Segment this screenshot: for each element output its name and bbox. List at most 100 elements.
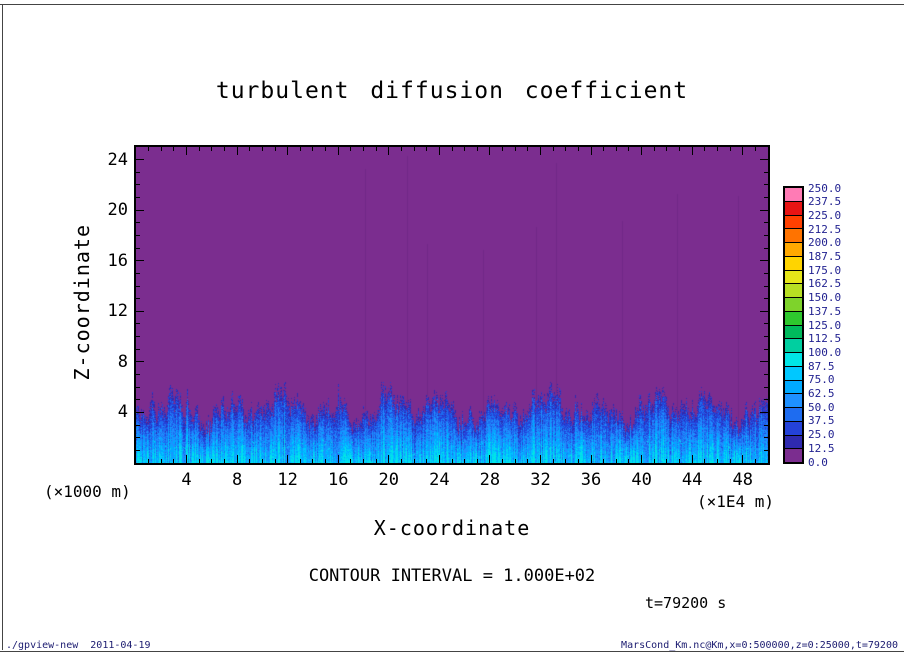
x-tick-mark	[413, 147, 415, 151]
y-tick-mark	[136, 272, 140, 274]
x-tick-mark	[299, 459, 301, 463]
y-tick-mark	[136, 197, 140, 199]
x-tick-mark	[742, 147, 744, 155]
y-tick-mark	[764, 374, 768, 376]
x-tick-mark	[476, 459, 478, 463]
x-tick-mark	[148, 459, 150, 463]
x-tick-mark	[691, 147, 693, 155]
x-tick-mark	[539, 455, 541, 463]
colorbar-segment	[785, 407, 802, 421]
colorbar-tick-label: 75.0	[808, 373, 835, 387]
footer-data-source: MarsCond_Km.nc@Km,x=0:500000,z=0:25000,t…	[621, 640, 898, 651]
x-tick-label: 44	[681, 470, 703, 490]
x-tick-mark	[160, 459, 162, 463]
colorbar-segment	[785, 255, 802, 270]
colorbar-tick-label: 237.5	[808, 195, 842, 209]
x-tick-mark	[628, 459, 630, 463]
y-tick-mark	[760, 310, 768, 312]
x-tick-mark	[325, 459, 327, 463]
x-tick-label: 36	[580, 470, 602, 490]
x-tick-mark	[312, 459, 314, 463]
x-tick-mark	[451, 459, 453, 463]
x-tick-mark	[653, 459, 655, 463]
x-tick-mark	[350, 147, 352, 151]
y-tick-mark	[136, 171, 140, 173]
y-tick-mark	[136, 374, 140, 376]
y-tick-mark	[136, 449, 140, 451]
x-tick-mark	[514, 147, 516, 151]
y-tick-mark	[136, 348, 140, 350]
x-tick-mark	[173, 459, 175, 463]
y-tick-mark	[764, 424, 768, 426]
x-tick-mark	[186, 147, 188, 155]
x-tick-mark	[464, 459, 466, 463]
x-axis-unit: (×1E4 m)	[697, 492, 775, 511]
colorbar-tick-label: 62.5	[808, 387, 835, 400]
x-tick-mark	[363, 147, 365, 151]
colorbar-segment	[785, 283, 802, 297]
y-tick-mark	[764, 298, 768, 300]
y-tick-mark	[760, 361, 768, 363]
x-tick-mark	[577, 459, 579, 463]
x-tick-label: 12	[277, 470, 298, 490]
colorbar-tick-label: 137.5	[808, 304, 842, 318]
y-tick-mark	[764, 285, 768, 287]
colorbar-tick-label: 100.0	[808, 345, 842, 359]
time-stamp-text: t=79200 s	[645, 594, 727, 612]
x-tick-mark	[502, 147, 504, 151]
x-tick-mark	[426, 147, 428, 151]
x-tick-mark	[413, 459, 415, 463]
x-tick-mark	[388, 455, 390, 463]
x-tick-mark	[261, 147, 263, 151]
x-tick-label: 4	[181, 470, 192, 490]
x-tick-mark	[666, 147, 668, 151]
x-tick-label: 32	[530, 470, 551, 490]
y-tick-mark	[764, 348, 768, 350]
x-tick-mark	[198, 147, 200, 151]
x-tick-mark	[388, 147, 390, 155]
x-tick-mark	[754, 459, 756, 463]
x-tick-mark	[375, 147, 377, 151]
x-tick-mark	[666, 459, 668, 463]
x-tick-mark	[565, 147, 567, 151]
colorbar-tick-label: 200.0	[808, 236, 842, 250]
y-tick-mark	[764, 386, 768, 388]
x-tick-mark	[716, 459, 718, 463]
x-tick-mark	[641, 455, 643, 463]
colorbar-tick-label: 87.5	[808, 359, 835, 373]
y-tick-mark	[136, 437, 140, 439]
colorbar-tick-label: 162.5	[808, 277, 842, 291]
y-tick-mark	[136, 285, 140, 287]
y-tick-mark	[136, 298, 140, 300]
colorbar-segment	[785, 214, 802, 229]
colorbar-tick-label: 212.5	[808, 222, 842, 236]
x-tick-mark	[489, 147, 491, 155]
y-tick-mark	[136, 411, 144, 413]
colorbar-tick-label: 37.5	[808, 414, 835, 428]
x-tick-label: 16	[327, 470, 349, 490]
footer-tool-version: ./gpview-new 2011-04-19	[6, 640, 151, 651]
y-tick-mark	[136, 336, 140, 338]
x-tick-mark	[173, 147, 175, 151]
y-tick-mark	[136, 247, 140, 249]
x-tick-label: 28	[479, 470, 501, 490]
x-tick-mark	[274, 147, 276, 151]
y-tick-label: 24	[107, 149, 128, 170]
x-tick-mark	[476, 147, 478, 151]
x-tick-label: 20	[378, 470, 400, 490]
colorbar-segment	[785, 338, 802, 352]
x-tick-mark	[539, 147, 541, 155]
x-tick-mark	[249, 459, 251, 463]
y-tick-mark	[136, 361, 144, 363]
y-tick-label: 4	[117, 402, 128, 423]
x-tick-mark	[615, 459, 617, 463]
x-tick-mark	[249, 147, 251, 151]
x-tick-label: 48	[732, 470, 753, 490]
colorbar-segment	[785, 228, 802, 242]
x-tick-mark	[679, 147, 681, 151]
window-frame-left	[2, 4, 3, 650]
x-tick-mark	[223, 147, 225, 151]
x-tick-mark	[211, 459, 213, 463]
x-tick-mark	[641, 147, 643, 155]
